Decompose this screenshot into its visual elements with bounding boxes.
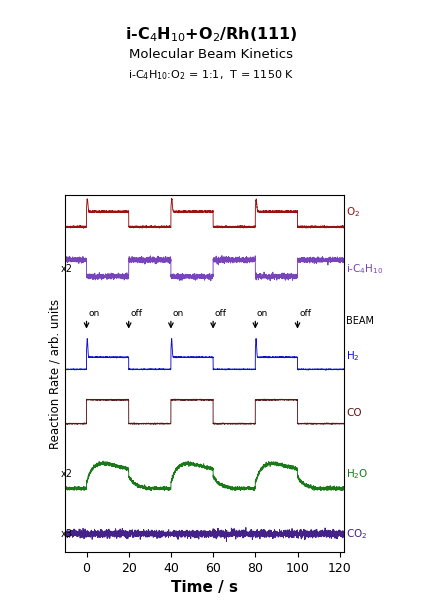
Text: H$_2$O: H$_2$O: [346, 467, 368, 481]
Text: i-C$_4$H$_{10}$:O$_2$ = 1:1,  T = 1150 K: i-C$_4$H$_{10}$:O$_2$ = 1:1, T = 1150 K: [128, 68, 294, 82]
Text: BEAM: BEAM: [346, 316, 374, 326]
Text: x2: x2: [61, 265, 73, 274]
Text: Molecular Beam Kinetics: Molecular Beam Kinetics: [129, 48, 293, 61]
Text: H$_2$: H$_2$: [346, 349, 360, 363]
Text: off: off: [130, 309, 142, 318]
Text: CO: CO: [346, 408, 362, 418]
Text: on: on: [88, 309, 100, 318]
Text: i-C$_4$H$_{10}$+O$_2$/Rh(111): i-C$_4$H$_{10}$+O$_2$/Rh(111): [124, 25, 298, 44]
X-axis label: Time / s: Time / s: [171, 580, 238, 595]
Text: off: off: [299, 309, 311, 318]
Y-axis label: Reaction Rate / arb. units: Reaction Rate / arb. units: [48, 298, 61, 449]
Text: O$_2$: O$_2$: [346, 205, 360, 219]
Text: off: off: [215, 309, 227, 318]
Text: CO$_2$: CO$_2$: [346, 527, 368, 541]
Text: i-C$_4$H$_{10}$: i-C$_4$H$_{10}$: [346, 263, 384, 277]
Text: on: on: [173, 309, 184, 318]
Text: on: on: [257, 309, 268, 318]
Text: x2: x2: [61, 469, 73, 479]
Text: x3: x3: [61, 529, 73, 539]
